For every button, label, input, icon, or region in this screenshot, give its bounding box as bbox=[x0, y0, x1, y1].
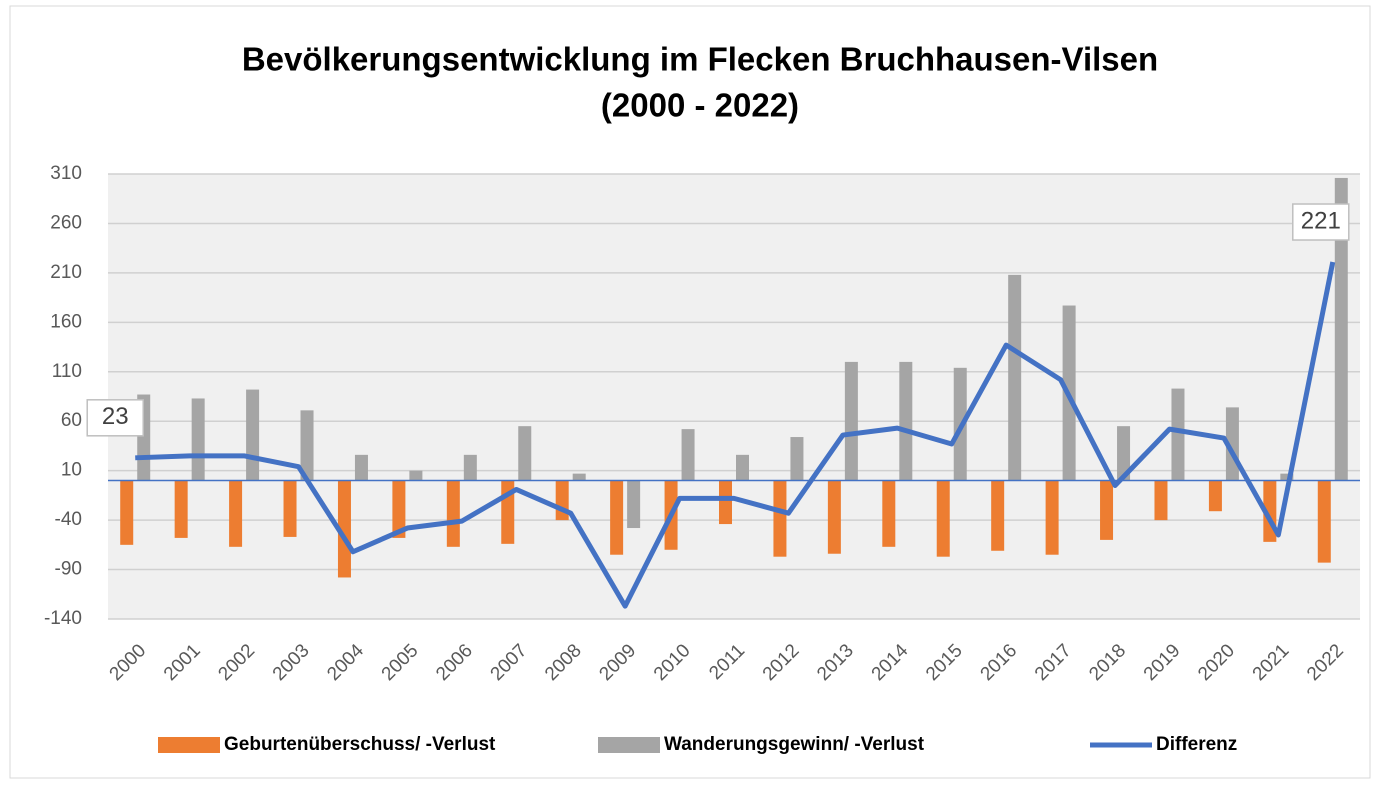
bar bbox=[1008, 274, 1022, 481]
data-label-box bbox=[86, 399, 144, 437]
bar bbox=[790, 437, 804, 481]
y-tick-label: -90 bbox=[55, 559, 82, 580]
bar bbox=[229, 480, 243, 547]
bar bbox=[882, 480, 896, 547]
plot-area bbox=[108, 174, 1360, 619]
bar bbox=[610, 480, 624, 555]
y-tick-label: -40 bbox=[55, 509, 82, 530]
bar bbox=[1171, 388, 1185, 481]
bar bbox=[844, 361, 858, 481]
bar bbox=[354, 454, 368, 481]
bar bbox=[174, 480, 188, 538]
y-tick-label: 310 bbox=[50, 163, 82, 184]
line bbox=[135, 261, 1336, 609]
bar bbox=[1154, 480, 1168, 521]
y-tick-label: 160 bbox=[50, 311, 82, 332]
bar bbox=[191, 398, 205, 481]
bar bbox=[572, 473, 586, 481]
data-label: 23 bbox=[102, 403, 129, 430]
bar bbox=[246, 389, 260, 481]
bar bbox=[409, 470, 423, 481]
bar bbox=[1334, 177, 1348, 481]
bar bbox=[1317, 480, 1331, 563]
bar bbox=[120, 480, 134, 545]
bar bbox=[1100, 480, 1114, 540]
chart-title: Bevölkerungsentwicklung im Flecken Bruch… bbox=[242, 41, 1158, 78]
data-label-box bbox=[1292, 203, 1350, 241]
bar bbox=[991, 480, 1005, 551]
y-tick-label: 110 bbox=[52, 361, 82, 382]
bar bbox=[392, 480, 406, 538]
bar bbox=[300, 410, 314, 481]
bar bbox=[827, 480, 841, 554]
bar bbox=[1280, 473, 1294, 481]
legend-swatch bbox=[158, 737, 220, 753]
bar bbox=[773, 480, 787, 557]
bar bbox=[736, 454, 749, 481]
bar bbox=[1117, 426, 1131, 481]
y-tick-label: -140 bbox=[44, 608, 82, 629]
data-label: 221 bbox=[1301, 207, 1341, 234]
legend-label: Geburtenüberschuss/ -Verlust bbox=[224, 734, 496, 755]
bar bbox=[463, 454, 477, 481]
bar bbox=[719, 480, 732, 525]
chart-subtitle: (2000 - 2022) bbox=[601, 87, 799, 124]
bar bbox=[936, 480, 950, 557]
bar bbox=[627, 480, 641, 529]
bar bbox=[283, 480, 297, 537]
y-tick-label: 60 bbox=[61, 410, 82, 431]
bar bbox=[337, 480, 351, 578]
y-tick-label: 10 bbox=[61, 460, 82, 481]
bar bbox=[1045, 480, 1059, 555]
bar bbox=[681, 429, 695, 481]
legend-label: Wanderungsgewinn/ -Verlust bbox=[664, 734, 925, 755]
bar bbox=[446, 480, 460, 547]
legend-label: Differenz bbox=[1156, 734, 1237, 755]
y-tick-label: 210 bbox=[50, 262, 82, 283]
legend-swatch bbox=[598, 737, 660, 753]
bar bbox=[899, 361, 913, 481]
bar bbox=[518, 426, 532, 481]
bar bbox=[1208, 480, 1222, 512]
y-tick-label: 260 bbox=[50, 212, 82, 233]
